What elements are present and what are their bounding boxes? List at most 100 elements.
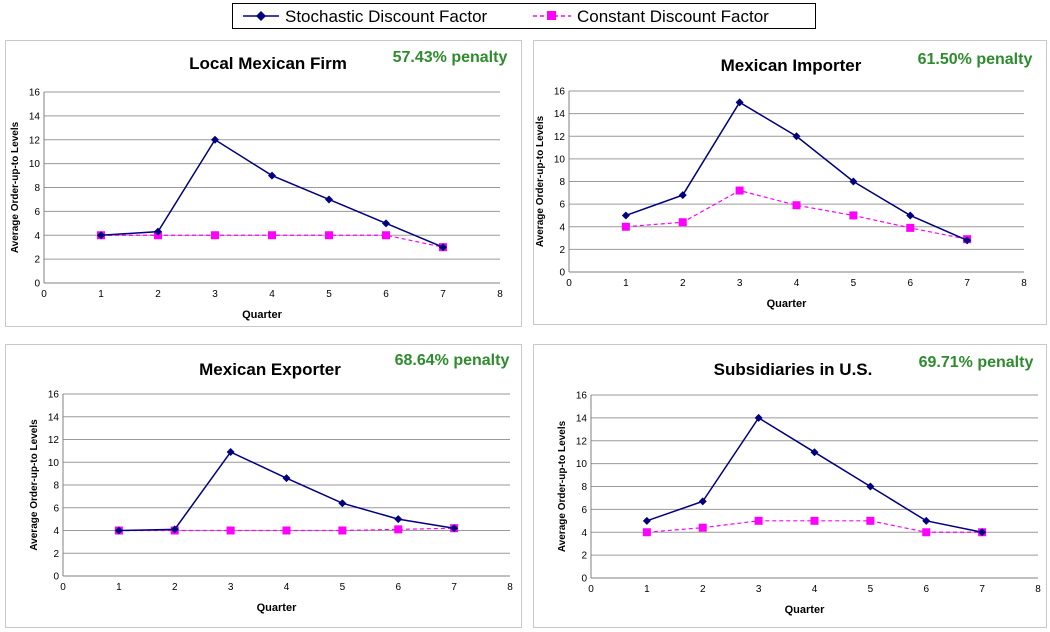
stochastic-point	[450, 524, 459, 533]
x-tick-label: 1	[98, 289, 104, 300]
stochastic-point	[97, 231, 105, 240]
x-tick-label: 7	[451, 582, 457, 593]
stochastic-point	[282, 474, 291, 483]
stochastic-point	[621, 211, 630, 220]
legend-constant-marker	[547, 11, 556, 20]
penalty-label: 61.50% penalty	[918, 51, 1033, 68]
stochastic-point	[325, 195, 333, 204]
x-tick-label: 5	[340, 582, 346, 593]
chart-legend: Stochastic Discount Factor Constant Disc…	[232, 3, 816, 29]
stochastic-point	[810, 448, 819, 457]
constant-point	[382, 231, 390, 240]
x-tick-label: 3	[228, 582, 234, 593]
y-tick-label: 0	[53, 572, 59, 583]
stochastic-point	[268, 171, 276, 180]
y-tick-label: 0	[34, 279, 40, 290]
stochastic-point	[735, 98, 744, 107]
x-tick-label: 6	[395, 582, 401, 593]
y-tick-label: 14	[576, 413, 588, 424]
chart-title: Mexican Importer	[721, 56, 862, 75]
y-tick-label: 8	[559, 177, 565, 188]
legend-constant-label: Constant Discount Factor	[577, 7, 769, 26]
stochastic-point	[963, 236, 972, 245]
x-tick-label: 4	[284, 582, 290, 593]
y-tick-label: 4	[581, 528, 587, 539]
stochastic-point	[114, 526, 123, 535]
constant-point	[906, 223, 915, 232]
x-axis-label: Quarter	[767, 298, 807, 310]
chart-svg-mexican-importer: Mexican Importer 61.50% penalty0246810121…	[535, 51, 1033, 310]
x-tick-label: 0	[41, 289, 47, 300]
y-tick-label: 16	[48, 390, 60, 401]
legend-item-constant: Constant Discount Factor	[533, 7, 769, 26]
penalty-label: 68.64% penalty	[395, 352, 510, 369]
y-tick-label: 10	[29, 159, 41, 170]
y-tick-label: 2	[581, 551, 587, 562]
y-tick-label: 2	[559, 245, 565, 256]
y-tick-label: 12	[48, 435, 60, 446]
y-tick-label: 12	[554, 132, 566, 143]
stochastic-point	[678, 191, 687, 200]
x-axis-label: Quarter	[257, 602, 297, 614]
x-tick-label: 2	[680, 278, 686, 289]
stochastic-point	[154, 227, 162, 236]
y-tick-label: 2	[34, 255, 40, 266]
chart-svg-subsidiaries-us: Subsidiaries in U.S. 69.71% penalty 0 2 4 6 8 1…	[557, 354, 1041, 616]
stochastic-point	[439, 243, 447, 252]
y-tick-label: 4	[559, 222, 565, 233]
y-tick-label: 0	[559, 268, 565, 279]
x-tick-label: 3	[212, 289, 218, 300]
stochastic-point	[338, 499, 347, 508]
x-axis-label: Quarter	[242, 309, 282, 321]
y-tick-label: 10	[576, 459, 588, 470]
y-tick-label: 10	[48, 458, 60, 469]
chart-panel-subsidiaries-us: Subsidiaries in U.S. 69.71% penalty 0 2 4 6 8 1…	[533, 344, 1047, 628]
chart-panel-mexican-importer: Mexican Importer 61.50% penalty 0 2 4 6 8 10 12 1…	[533, 40, 1047, 325]
legend-stochastic-label: Stochastic Discount Factor	[285, 7, 488, 26]
x-tick-label: 1	[116, 582, 122, 593]
x-axis-label: Quarter	[785, 604, 825, 616]
constant-point	[226, 526, 235, 535]
x-tick-label: 7	[979, 584, 985, 595]
stochastic-series-line	[118, 451, 455, 532]
y-tick-label: 6	[34, 207, 40, 218]
constant-point	[792, 201, 801, 210]
x-tick-label: 2	[155, 289, 161, 300]
chart-title: Mexican Exporter	[199, 360, 341, 379]
constant-point	[922, 528, 931, 537]
chart-panel-local-mexican-firm: Local Mexican Firm 57.43% penalty 0 2 4 6 8 10 1…	[5, 40, 522, 327]
y-tick-label: 14	[554, 109, 566, 120]
constant-point	[678, 218, 687, 227]
stochastic-point	[792, 132, 801, 141]
x-tick-label: 5	[868, 584, 874, 595]
stochastic-series-line	[625, 101, 968, 242]
y-tick-label: 8	[53, 481, 59, 492]
x-tick-label: 1	[644, 584, 650, 595]
y-axis-label: Average Order-up-to Levels	[557, 420, 568, 552]
chart-svg-mexican-exporter: Mexican Exporter 68.64% penalty0246810121…	[29, 352, 513, 614]
x-tick-label: 2	[172, 582, 178, 593]
y-tick-label: 12	[576, 436, 588, 447]
stochastic-point	[382, 219, 390, 228]
constant-point	[866, 516, 875, 525]
y-tick-label: 6	[581, 505, 587, 516]
stochastic-point	[211, 135, 219, 144]
x-tick-label: 5	[851, 278, 857, 289]
constant-point	[268, 231, 276, 240]
chart-svg-local-mexican-firm: Local Mexican Firm 57.43% penalty02468101…	[10, 49, 508, 321]
x-tick-label: 2	[700, 584, 706, 595]
x-tick-label: 8	[1021, 278, 1027, 289]
x-tick-label: 0	[588, 584, 594, 595]
penalty-label: 69.71% penalty	[919, 354, 1034, 371]
y-tick-label: 16	[554, 87, 566, 98]
stochastic-point	[754, 413, 763, 422]
y-tick-label: 2	[53, 549, 59, 560]
stochastic-point	[849, 177, 858, 186]
chart-title: Local Mexican Firm	[189, 54, 347, 73]
stochastic-point	[922, 516, 931, 525]
stochastic-series-line	[646, 416, 983, 533]
penalty-label: 57.43% penalty	[393, 49, 508, 66]
y-tick-label: 14	[48, 412, 60, 423]
stochastic-point	[698, 497, 707, 506]
x-tick-label: 0	[60, 582, 66, 593]
